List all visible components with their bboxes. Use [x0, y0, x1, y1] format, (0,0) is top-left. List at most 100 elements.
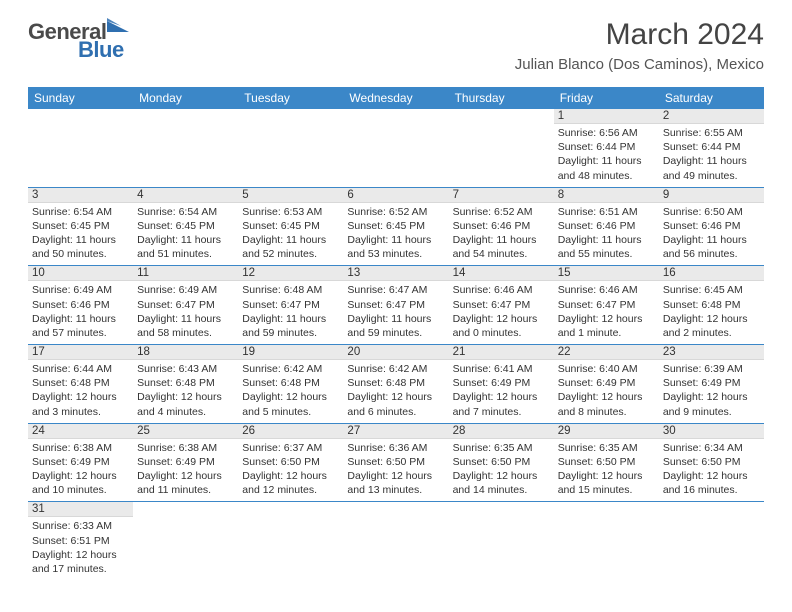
calendar-cell: 29Sunrise: 6:35 AMSunset: 6:50 PMDayligh…	[554, 423, 659, 502]
day-number: 4	[133, 188, 238, 203]
calendar-col-header: Thursday	[449, 87, 554, 109]
title-block: March 2024 Julian Blanco (Dos Caminos), …	[515, 18, 764, 73]
calendar-cell: 27Sunrise: 6:36 AMSunset: 6:50 PMDayligh…	[343, 423, 448, 502]
calendar-table: SundayMondayTuesdayWednesdayThursdayFrid…	[28, 87, 764, 580]
calendar-cell: 13Sunrise: 6:47 AMSunset: 6:47 PMDayligh…	[343, 266, 448, 345]
day-number: 19	[238, 345, 343, 360]
calendar-cell: 1Sunrise: 6:56 AMSunset: 6:44 PMDaylight…	[554, 109, 659, 187]
day-number: 13	[343, 266, 448, 281]
day-number: 26	[238, 424, 343, 439]
calendar-cell: 5Sunrise: 6:53 AMSunset: 6:45 PMDaylight…	[238, 187, 343, 266]
calendar-cell: 14Sunrise: 6:46 AMSunset: 6:47 PMDayligh…	[449, 266, 554, 345]
location: Julian Blanco (Dos Caminos), Mexico	[515, 56, 764, 73]
day-number: 7	[449, 188, 554, 203]
day-data: Sunrise: 6:35 AMSunset: 6:50 PMDaylight:…	[554, 439, 659, 502]
calendar-cell	[238, 502, 343, 580]
calendar-col-header: Monday	[133, 87, 238, 109]
calendar-cell	[449, 109, 554, 187]
day-number: 22	[554, 345, 659, 360]
calendar-col-header: Friday	[554, 87, 659, 109]
day-number: 28	[449, 424, 554, 439]
day-data: Sunrise: 6:56 AMSunset: 6:44 PMDaylight:…	[554, 124, 659, 187]
calendar-cell	[554, 502, 659, 580]
day-number: 8	[554, 188, 659, 203]
day-number: 1	[554, 109, 659, 124]
day-number: 20	[343, 345, 448, 360]
day-number: 25	[133, 424, 238, 439]
calendar-cell: 17Sunrise: 6:44 AMSunset: 6:48 PMDayligh…	[28, 345, 133, 424]
day-number: 12	[238, 266, 343, 281]
day-data: Sunrise: 6:52 AMSunset: 6:46 PMDaylight:…	[449, 203, 554, 266]
calendar-cell: 16Sunrise: 6:45 AMSunset: 6:48 PMDayligh…	[659, 266, 764, 345]
day-number: 15	[554, 266, 659, 281]
calendar-cell: 28Sunrise: 6:35 AMSunset: 6:50 PMDayligh…	[449, 423, 554, 502]
calendar-cell: 22Sunrise: 6:40 AMSunset: 6:49 PMDayligh…	[554, 345, 659, 424]
brand-text-blue: Blue	[78, 37, 131, 63]
calendar-cell: 19Sunrise: 6:42 AMSunset: 6:48 PMDayligh…	[238, 345, 343, 424]
calendar-cell: 20Sunrise: 6:42 AMSunset: 6:48 PMDayligh…	[343, 345, 448, 424]
calendar-cell	[238, 109, 343, 187]
calendar-cell: 12Sunrise: 6:48 AMSunset: 6:47 PMDayligh…	[238, 266, 343, 345]
calendar-cell	[343, 502, 448, 580]
calendar-cell	[133, 502, 238, 580]
day-data: Sunrise: 6:46 AMSunset: 6:47 PMDaylight:…	[554, 281, 659, 344]
day-data: Sunrise: 6:37 AMSunset: 6:50 PMDaylight:…	[238, 439, 343, 502]
day-number: 6	[343, 188, 448, 203]
brand-shape-icon	[107, 18, 131, 37]
calendar-cell: 15Sunrise: 6:46 AMSunset: 6:47 PMDayligh…	[554, 266, 659, 345]
calendar-cell	[449, 502, 554, 580]
day-data: Sunrise: 6:55 AMSunset: 6:44 PMDaylight:…	[659, 124, 764, 187]
day-data: Sunrise: 6:52 AMSunset: 6:45 PMDaylight:…	[343, 203, 448, 266]
day-data: Sunrise: 6:42 AMSunset: 6:48 PMDaylight:…	[238, 360, 343, 423]
calendar-cell: 10Sunrise: 6:49 AMSunset: 6:46 PMDayligh…	[28, 266, 133, 345]
day-data: Sunrise: 6:35 AMSunset: 6:50 PMDaylight:…	[449, 439, 554, 502]
calendar-cell: 11Sunrise: 6:49 AMSunset: 6:47 PMDayligh…	[133, 266, 238, 345]
day-number: 9	[659, 188, 764, 203]
day-number: 10	[28, 266, 133, 281]
day-data: Sunrise: 6:41 AMSunset: 6:49 PMDaylight:…	[449, 360, 554, 423]
calendar-cell: 9Sunrise: 6:50 AMSunset: 6:46 PMDaylight…	[659, 187, 764, 266]
day-data: Sunrise: 6:54 AMSunset: 6:45 PMDaylight:…	[28, 203, 133, 266]
day-number: 17	[28, 345, 133, 360]
calendar-cell: 3Sunrise: 6:54 AMSunset: 6:45 PMDaylight…	[28, 187, 133, 266]
day-number: 11	[133, 266, 238, 281]
day-number: 29	[554, 424, 659, 439]
day-data: Sunrise: 6:54 AMSunset: 6:45 PMDaylight:…	[133, 203, 238, 266]
day-number: 18	[133, 345, 238, 360]
day-data: Sunrise: 6:38 AMSunset: 6:49 PMDaylight:…	[28, 439, 133, 502]
calendar-head: SundayMondayTuesdayWednesdayThursdayFrid…	[28, 87, 764, 109]
calendar-cell: 2Sunrise: 6:55 AMSunset: 6:44 PMDaylight…	[659, 109, 764, 187]
calendar-body: 1Sunrise: 6:56 AMSunset: 6:44 PMDaylight…	[28, 109, 764, 580]
day-number: 3	[28, 188, 133, 203]
day-number: 30	[659, 424, 764, 439]
day-data: Sunrise: 6:38 AMSunset: 6:49 PMDaylight:…	[133, 439, 238, 502]
header: GeneralBlue March 2024 Julian Blanco (Do…	[0, 0, 792, 79]
calendar-cell: 31Sunrise: 6:33 AMSunset: 6:51 PMDayligh…	[28, 502, 133, 580]
day-data: Sunrise: 6:50 AMSunset: 6:46 PMDaylight:…	[659, 203, 764, 266]
calendar-col-header: Wednesday	[343, 87, 448, 109]
day-data: Sunrise: 6:42 AMSunset: 6:48 PMDaylight:…	[343, 360, 448, 423]
calendar-cell: 30Sunrise: 6:34 AMSunset: 6:50 PMDayligh…	[659, 423, 764, 502]
day-data: Sunrise: 6:36 AMSunset: 6:50 PMDaylight:…	[343, 439, 448, 502]
calendar-cell	[343, 109, 448, 187]
day-data: Sunrise: 6:43 AMSunset: 6:48 PMDaylight:…	[133, 360, 238, 423]
day-number: 16	[659, 266, 764, 281]
day-number: 31	[28, 502, 133, 517]
calendar-cell: 4Sunrise: 6:54 AMSunset: 6:45 PMDaylight…	[133, 187, 238, 266]
calendar-cell: 26Sunrise: 6:37 AMSunset: 6:50 PMDayligh…	[238, 423, 343, 502]
day-number: 21	[449, 345, 554, 360]
day-data: Sunrise: 6:33 AMSunset: 6:51 PMDaylight:…	[28, 517, 133, 580]
day-data: Sunrise: 6:48 AMSunset: 6:47 PMDaylight:…	[238, 281, 343, 344]
calendar-cell	[659, 502, 764, 580]
calendar-cell	[133, 109, 238, 187]
day-data: Sunrise: 6:39 AMSunset: 6:49 PMDaylight:…	[659, 360, 764, 423]
calendar-cell: 8Sunrise: 6:51 AMSunset: 6:46 PMDaylight…	[554, 187, 659, 266]
calendar-cell: 7Sunrise: 6:52 AMSunset: 6:46 PMDaylight…	[449, 187, 554, 266]
day-data: Sunrise: 6:51 AMSunset: 6:46 PMDaylight:…	[554, 203, 659, 266]
day-data: Sunrise: 6:47 AMSunset: 6:47 PMDaylight:…	[343, 281, 448, 344]
calendar-cell	[28, 109, 133, 187]
day-number: 23	[659, 345, 764, 360]
day-number: 2	[659, 109, 764, 124]
day-data: Sunrise: 6:34 AMSunset: 6:50 PMDaylight:…	[659, 439, 764, 502]
brand-logo: GeneralBlue	[28, 18, 131, 63]
